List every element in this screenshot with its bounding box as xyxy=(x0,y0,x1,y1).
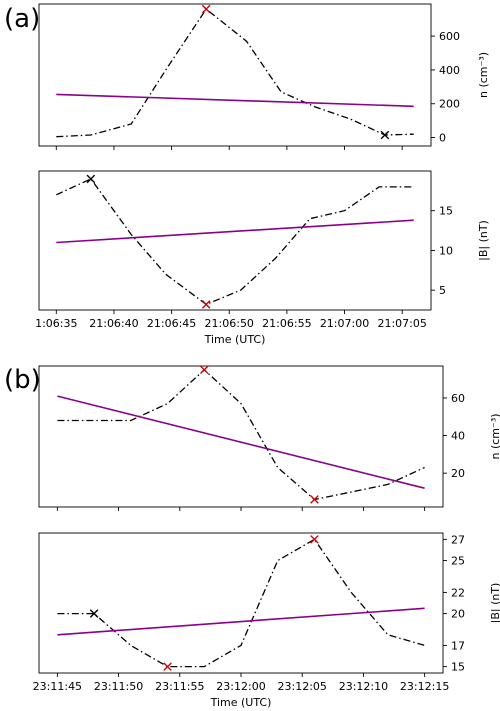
y-tick-label: 200 xyxy=(439,98,460,111)
x-axis-label: Time (UTC) xyxy=(210,696,272,709)
y-axis-label: |B| (nT) xyxy=(477,220,490,261)
y-tick-label: 400 xyxy=(439,64,460,77)
linear-fit-line xyxy=(56,219,414,244)
y-tick-label: 60 xyxy=(451,392,465,405)
x-tick-label: 21:06:50 xyxy=(205,317,254,330)
endpoint-marker xyxy=(86,174,96,184)
panel-letter: (b) xyxy=(4,365,41,395)
axes-frame xyxy=(38,532,444,674)
x-tick-label: 23:11:45 xyxy=(33,680,82,693)
axes-frame xyxy=(38,365,444,508)
axes-frame xyxy=(38,3,432,147)
x-tick-label: 21:07:00 xyxy=(320,317,369,330)
y-tick-label: 40 xyxy=(451,430,465,443)
endpoint-marker xyxy=(380,130,390,140)
y-tick-label: 20 xyxy=(451,608,465,621)
x-tick-label: 23:11:55 xyxy=(155,680,204,693)
x-tick-label: 23:12:10 xyxy=(339,680,388,693)
data-series-line xyxy=(57,368,425,501)
y-tick-label: 27 xyxy=(451,533,465,546)
x-tick-label: 21:06:55 xyxy=(262,317,311,330)
y-tick-label: 17 xyxy=(451,639,465,652)
extremum-marker xyxy=(310,495,319,504)
extremum-marker xyxy=(201,4,211,14)
data-series-line xyxy=(57,538,425,668)
linear-fit-line xyxy=(57,395,425,489)
panel-a: (a) 0 200 400 600 n (cm⁻³) 1:06:35 21:06:40 21:0… xyxy=(4,3,490,346)
y-axis-label: n (cm⁻³) xyxy=(477,52,490,98)
axes-frame xyxy=(38,170,432,311)
subplot-magnetic-field: 1:06:35 21:06:40 21:06:45 21:06:50 21:06:55 2… xyxy=(35,170,490,346)
x-tick-label: 1:06:35 xyxy=(35,317,77,330)
panel-b: (b) 20 40 60 n (cm⁻³) 23:11:45 23:11:50 23:11:5… xyxy=(4,365,500,709)
x-tick-label: 21:06:40 xyxy=(89,317,138,330)
x-tick-label: 23:11:50 xyxy=(94,680,143,693)
y-tick-label: 20 xyxy=(451,467,465,480)
endpoint-marker xyxy=(89,609,99,618)
extremum-marker xyxy=(163,662,172,671)
data-series-line xyxy=(56,8,414,138)
y-tick-label: 15 xyxy=(451,661,465,674)
linear-fit-line xyxy=(56,93,414,108)
x-axis-label: Time (UTC) xyxy=(204,333,266,346)
x-tick-label: 23:12:15 xyxy=(400,680,449,693)
y-tick-label: 22 xyxy=(451,586,465,599)
x-tick-label: 21:06:45 xyxy=(147,317,196,330)
y-tick-label: 25 xyxy=(451,555,465,568)
x-tick-label: 21:07:05 xyxy=(377,317,426,330)
extremum-marker xyxy=(199,365,209,375)
x-tick-label: 23:12:00 xyxy=(216,680,265,693)
y-tick-label: 600 xyxy=(439,30,460,43)
extremum-marker xyxy=(201,300,211,309)
y-axis-label: |B| (nT) xyxy=(489,583,500,624)
y-tick-label: 15 xyxy=(439,205,453,218)
y-axis-label: n (cm⁻³) xyxy=(489,413,500,459)
subplot-magnetic-field: 23:11:45 23:11:50 23:11:55 23:12:00 23:12:05… xyxy=(33,532,500,709)
linear-fit-line xyxy=(57,607,425,636)
y-tick-label: 10 xyxy=(439,244,453,257)
subplot-density: 0 200 400 600 n (cm⁻³) xyxy=(38,3,490,150)
extremum-marker xyxy=(310,535,319,544)
data-series-line xyxy=(56,178,414,306)
x-tick-label: 23:12:05 xyxy=(278,680,327,693)
y-tick-label: 5 xyxy=(439,284,446,297)
y-tick-label: 0 xyxy=(439,132,446,145)
panel-letter: (a) xyxy=(4,4,40,34)
subplot-density: 20 40 60 n (cm⁻³) xyxy=(38,365,500,511)
